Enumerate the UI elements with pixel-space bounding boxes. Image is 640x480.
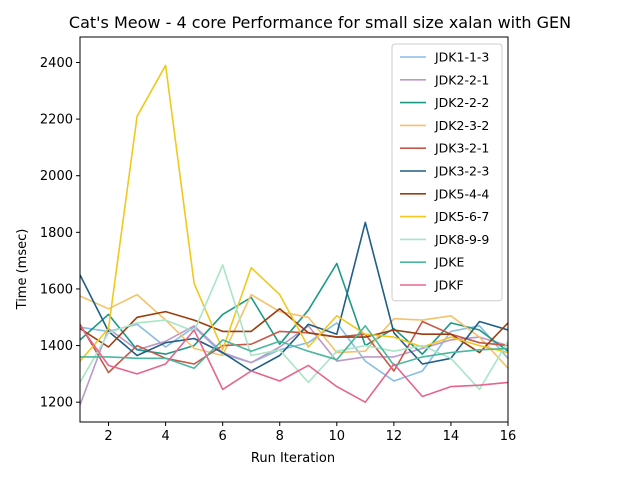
chart-title: Cat's Meow - 4 core Performance for smal… (69, 13, 571, 32)
x-tick-label: 6 (219, 429, 227, 444)
y-tick-label: 1200 (40, 396, 73, 411)
legend-label-jdke: JDKE (434, 255, 465, 270)
series-layer (80, 64, 508, 406)
x-tick-label: 12 (386, 429, 403, 444)
legend-label-jdk3-2-3: JDK3-2-3 (434, 164, 489, 179)
series-line-jdk8-9-9 (80, 264, 508, 391)
series-line-jdkf (80, 325, 508, 404)
legend-label-jdk2-2-1: JDK2-2-1 (434, 72, 489, 87)
x-axis-label: Run Iteration (251, 451, 335, 466)
legend: JDK1-1-3 JDK2-2-1 JDK2-2-2 JDK2-3-2 JDK3-2-1… (391, 43, 503, 302)
y-tick-label: 1800 (40, 226, 73, 241)
x-tick-label: 2 (104, 429, 112, 444)
legend-label-jdk5-4-4: JDK5-4-4 (434, 186, 489, 201)
legend-label-jdkf: JDKF (434, 278, 464, 293)
y-tick-label: 2200 (40, 113, 73, 128)
legend-label-jdk1-1-3: JDK1-1-3 (434, 50, 489, 65)
x-tick-label: 4 (161, 429, 169, 444)
series-line-jdke (80, 324, 508, 370)
x-tick-label: 10 (329, 429, 346, 444)
y-tick-label: 1400 (40, 339, 73, 354)
legend-label-jdk2-2-2: JDK2-2-2 (434, 95, 489, 110)
plot-frame (79, 36, 509, 423)
y-tick-label: 2000 (40, 169, 73, 184)
y-axis-ticks: 1200 1400 1600 1800 2000 2200 2400 (40, 56, 80, 411)
x-tick-label: 8 (276, 429, 284, 444)
x-tick-label: 14 (443, 429, 460, 444)
y-axis-label: Time (msec) (15, 229, 30, 311)
series-line-jdk2-2-1 (80, 324, 508, 406)
x-tick-label: 16 (500, 429, 517, 444)
legend-label-jdk8-9-9: JDK8-9-9 (434, 232, 489, 247)
series-line-jdk3-2-1 (80, 320, 508, 374)
legend-label-jdk2-3-2: JDK2-3-2 (434, 118, 489, 133)
series-line-jdk5-6-7 (80, 64, 508, 362)
series-line-jdk2-3-2 (80, 293, 508, 369)
series-line-jdk3-2-3 (80, 221, 508, 372)
y-tick-label: 1600 (40, 282, 73, 297)
x-axis-ticks: 2 4 6 8 10 12 14 16 (104, 422, 516, 444)
legend-box (391, 43, 503, 302)
y-tick-label: 2400 (40, 56, 73, 71)
legend-label-jdk3-2-1: JDK3-2-1 (434, 141, 489, 156)
legend-label-jdk5-6-7: JDK5-6-7 (434, 209, 489, 224)
